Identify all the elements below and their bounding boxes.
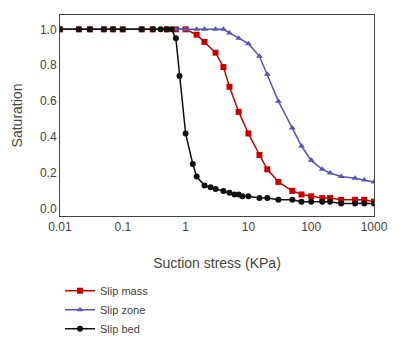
svg-text:1000: 1000 <box>361 220 388 234</box>
svg-text:0.1: 0.1 <box>114 220 131 234</box>
svg-text:1.0: 1.0 <box>40 23 57 37</box>
svg-text:0.01: 0.01 <box>48 220 72 234</box>
svg-text:100: 100 <box>301 220 321 234</box>
svg-text:Saturation: Saturation <box>9 84 25 148</box>
svg-text:10: 10 <box>242 220 256 234</box>
svg-text:Slip bed: Slip bed <box>100 323 140 335</box>
svg-text:Slip mass: Slip mass <box>100 285 148 297</box>
svg-text:Slip zone: Slip zone <box>100 304 145 316</box>
svg-text:0.6: 0.6 <box>40 94 57 108</box>
svg-text:1: 1 <box>182 220 189 234</box>
svg-text:Suction stress (KPa): Suction stress (KPa) <box>153 255 281 271</box>
svg-text:0.0: 0.0 <box>40 202 57 216</box>
svg-text:0.8: 0.8 <box>40 58 57 72</box>
svg-text:0.4: 0.4 <box>40 130 57 144</box>
svg-text:0.2: 0.2 <box>40 166 57 180</box>
